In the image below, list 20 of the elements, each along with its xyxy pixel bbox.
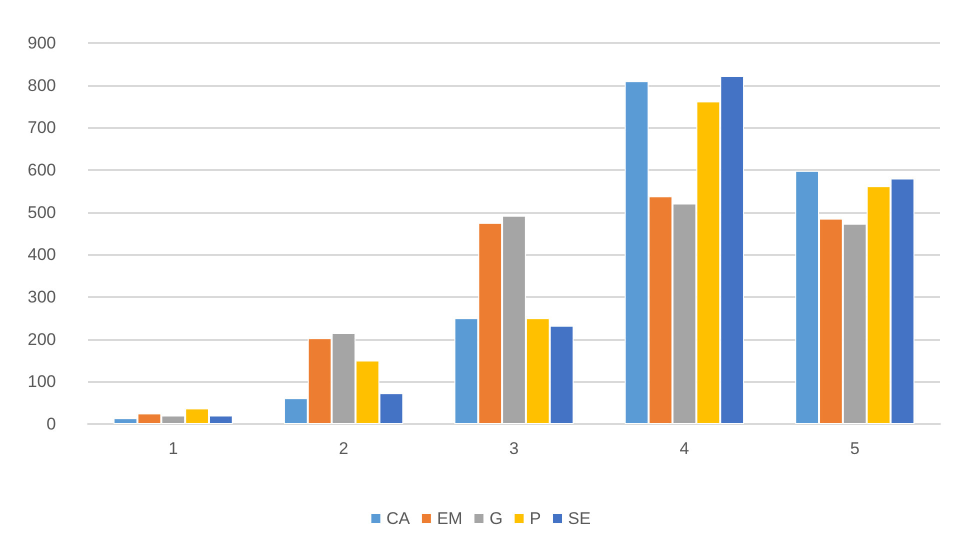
y-tick-label: 300 [28,288,56,306]
y-tick-label: 500 [28,202,56,222]
x-tick-label: 3 [509,439,519,458]
y-tick-label: 800 [28,76,56,95]
legend-label: CA [386,509,411,528]
x-tick-label: 5 [850,439,860,458]
y-tick-label: 700 [28,118,56,138]
legend-label: G [489,509,503,528]
legend-label: SE [568,509,591,528]
y-tick-label: 600 [28,160,56,180]
x-tick-label: 1 [168,439,178,458]
x-tick-label: 2 [338,439,348,458]
x-tick-label: 4 [680,439,690,458]
y-tick-label: 100 [28,372,56,392]
y-tick-label: 200 [28,330,56,349]
legend-label: P [530,509,542,528]
y-tick-label: 900 [28,34,56,52]
y-tick-label: 0 [46,414,56,434]
legend-label: EM [436,509,462,528]
y-tick-label: 400 [28,245,56,264]
